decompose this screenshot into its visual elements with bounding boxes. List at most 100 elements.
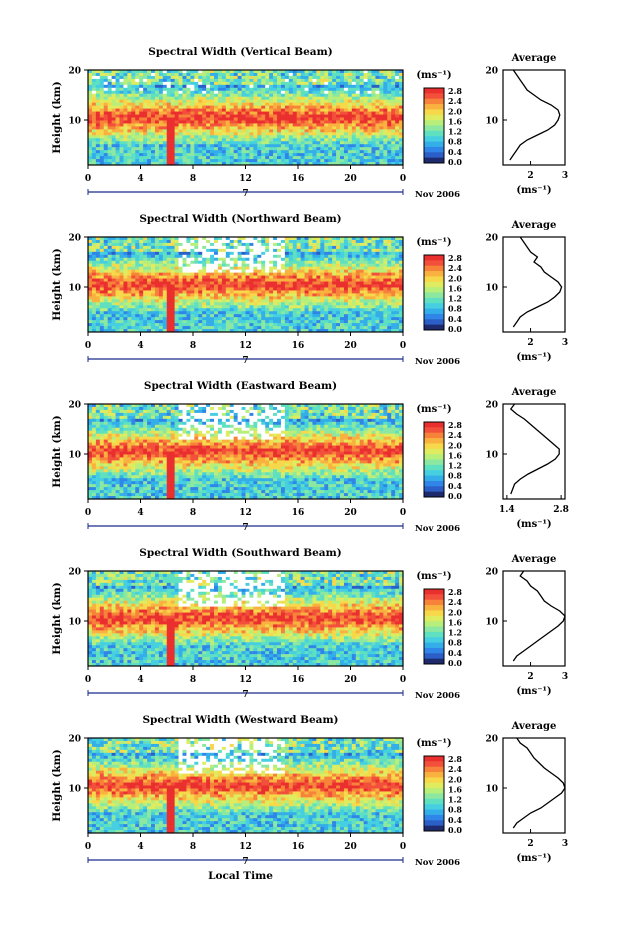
- heatmap-cell: [371, 299, 376, 303]
- heatmap-cell: [115, 272, 120, 276]
- heatmap-cell: [139, 156, 144, 160]
- heatmap-cell: [143, 317, 148, 321]
- heatmap-cell: [88, 135, 93, 139]
- heatmap-cell: [131, 147, 136, 151]
- heatmap-cell: [194, 90, 199, 95]
- heatmap-cell: [95, 308, 101, 312]
- heatmap-cell: [241, 281, 246, 285]
- heatmap-cell: [367, 120, 372, 124]
- heatmap-cell: [95, 299, 101, 303]
- heatmap-cell: [367, 281, 372, 285]
- heatmap-cell: [95, 254, 101, 259]
- heatmap-cell: [143, 296, 148, 300]
- heatmap-cell: [399, 162, 404, 166]
- heatmap-cell: [300, 102, 305, 107]
- heatmap-cell: [127, 239, 132, 244]
- heatmap-cell: [351, 257, 357, 262]
- heatmap-cell: [186, 242, 191, 247]
- heatmap-cell: [229, 111, 235, 115]
- heatmap-cell: [95, 135, 101, 139]
- heatmap-cell: [375, 242, 380, 247]
- heatmap-cell: [147, 266, 152, 271]
- heatmap-cell: [387, 293, 392, 297]
- heatmap-cell: [154, 266, 160, 271]
- heatmap-cell: [296, 147, 302, 151]
- heatmap: [88, 237, 404, 333]
- heatmap-cell: [324, 84, 329, 89]
- heatmap-cell: [88, 90, 93, 95]
- heatmap-cell: [119, 159, 124, 163]
- heatmap-cell: [221, 284, 227, 288]
- heatmap-cell: [158, 159, 164, 163]
- heatmap-cell: [332, 96, 337, 101]
- heatmap-cell: [91, 245, 97, 250]
- heatmap-cell: [363, 111, 368, 115]
- heatmap-cell: [202, 144, 207, 148]
- heatmap-cell: [395, 132, 400, 136]
- heatmap-cell: [135, 114, 140, 118]
- heatmap-cell: [229, 90, 235, 95]
- heatmap-cell: [174, 257, 179, 262]
- heatmap-cell: [375, 111, 380, 115]
- heatmap-cell: [328, 311, 333, 315]
- heatmap-cell: [296, 138, 302, 142]
- heatmap-cell: [210, 251, 215, 256]
- heatmap-cell: [127, 144, 132, 148]
- heatmap-cell: [355, 135, 361, 139]
- heatmap-cell: [355, 141, 361, 145]
- heatmap-cell: [391, 156, 396, 160]
- heatmap-cell: [265, 138, 270, 142]
- heatmap-cell: [154, 278, 160, 282]
- heatmap-cell: [225, 147, 231, 151]
- heatmap-cell: [320, 132, 325, 136]
- heatmap-cell: [265, 275, 270, 279]
- heatmap-cell: [127, 302, 132, 306]
- heatmap-cell: [241, 293, 246, 297]
- heatmap-cell: [320, 70, 325, 74]
- heatmap-cell: [332, 93, 337, 98]
- heatmap-cell: [371, 141, 376, 145]
- heatmap-cell: [336, 251, 341, 256]
- heatmap-cell: [253, 111, 258, 115]
- heatmap-cell: [206, 245, 211, 250]
- heatmap-cell: [292, 237, 298, 241]
- heatmap-cell: [162, 132, 168, 136]
- heatmap-cell: [399, 108, 404, 112]
- heatmap-cell: [170, 287, 176, 291]
- heatmap-cell: [257, 248, 262, 253]
- heatmap-cell: [328, 120, 333, 124]
- heatmap-cell: [162, 162, 168, 166]
- heatmap-cell: [154, 275, 160, 279]
- heatmap-cell: [343, 260, 349, 265]
- heatmap-cell: [214, 72, 219, 77]
- heatmap-cell: [363, 284, 368, 288]
- heatmap-cell: [359, 237, 365, 241]
- heatmap-cell: [151, 272, 156, 276]
- heatmap-cell: [178, 114, 183, 118]
- heatmap-cell: [284, 281, 290, 285]
- heatmap-cell: [143, 141, 148, 145]
- heatmap-cell: [221, 251, 227, 256]
- heatmap-cell: [225, 254, 231, 259]
- heatmap-cell: [123, 245, 128, 250]
- heatmap-cell: [343, 144, 349, 148]
- heatmap-cell: [312, 96, 317, 101]
- heatmap-cell: [91, 105, 97, 109]
- heatmap-cell: [182, 237, 187, 241]
- heatmap-cell: [107, 266, 113, 271]
- heatmap-cell: [91, 257, 97, 262]
- heatmap-cell: [399, 272, 404, 276]
- heatmap-cell: [320, 162, 325, 166]
- heatmap-cell: [363, 263, 368, 268]
- heatmap-cell: [115, 135, 120, 139]
- heatmap-cell: [304, 308, 309, 312]
- heatmap-cell: [158, 78, 164, 83]
- heatmap-cell: [371, 150, 376, 154]
- heatmap-cell: [336, 75, 341, 80]
- heatmap-cell: [151, 120, 156, 124]
- heatmap-cell: [355, 81, 361, 86]
- heatmap-cell: [158, 239, 164, 244]
- heatmap-cell: [288, 138, 294, 142]
- heatmap-cell: [340, 75, 345, 80]
- heatmap-cell: [182, 248, 187, 253]
